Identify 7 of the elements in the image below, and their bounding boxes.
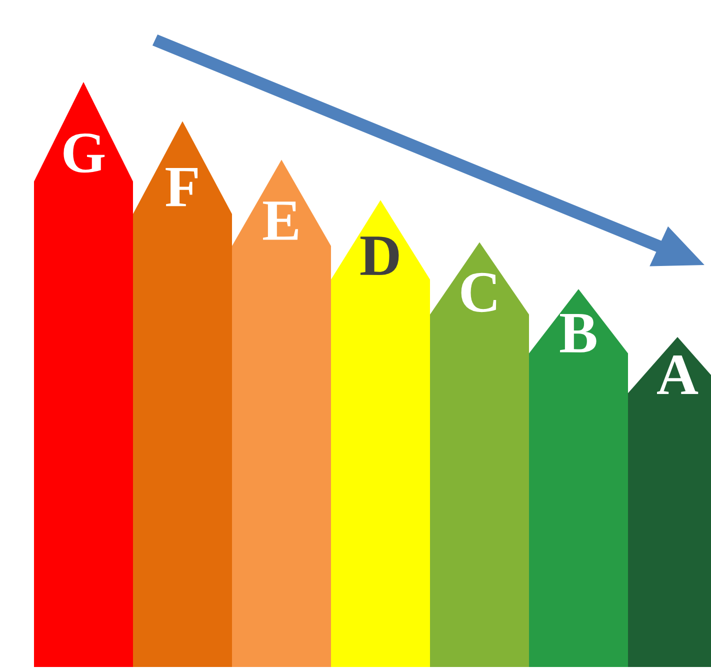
x-tick-label: A <box>657 355 698 394</box>
x-tick-label: D <box>360 236 399 276</box>
x-tick-label: B <box>560 314 596 352</box>
x-tick-label: F <box>166 168 198 206</box>
x-tick-label: E <box>263 202 298 240</box>
x-tick-label: C <box>461 272 496 312</box>
x-tick-label: G <box>64 133 105 173</box>
